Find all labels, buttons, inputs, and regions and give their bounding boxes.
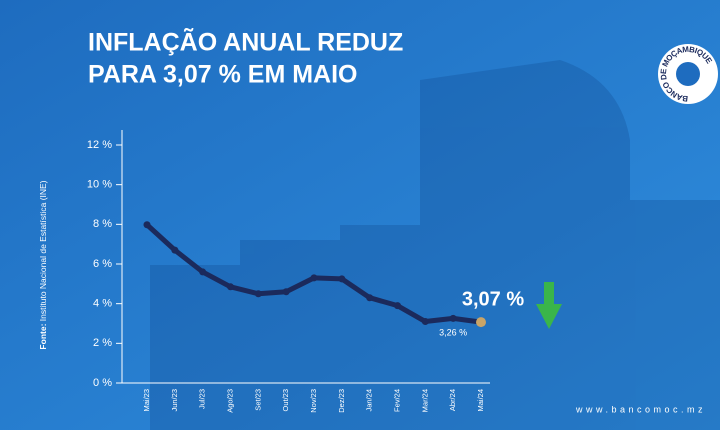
y-tick-label: 12 %: [87, 139, 112, 151]
source-text: Fonte: Instituto Nacional de Estatística…: [38, 180, 48, 349]
x-tick-label: Nov/23: [309, 389, 318, 413]
x-tick-label: Mar/24: [420, 389, 429, 412]
point: [227, 283, 234, 291]
x-tick-label: Set/23: [253, 389, 262, 411]
x-tick-label: Ago/23: [225, 389, 234, 413]
source-name: Instituto Nacional de Estatística (INE): [38, 180, 48, 321]
value-label: 3,26 %: [439, 328, 467, 338]
point: [476, 317, 486, 328]
y-tick-label: 6 %: [93, 258, 112, 270]
x-tick-label: Mai/23: [142, 389, 151, 412]
point: [449, 314, 457, 322]
y-tick-label: 4 %: [93, 298, 112, 310]
x-tick-label: Jun/23: [170, 389, 179, 412]
point: [171, 246, 179, 254]
x-tick-label: Jan/24: [365, 389, 374, 412]
x-tick-label: Out/23: [281, 389, 290, 412]
point: [143, 221, 151, 229]
title-line: PARA 3,07 % EM MAIO: [88, 61, 358, 89]
point: [394, 302, 401, 310]
logo-mark: [676, 62, 700, 86]
point: [282, 288, 290, 296]
value-label: 3,07 %: [462, 288, 524, 310]
x-tick-label: Mai/24: [476, 389, 485, 412]
down-arrow: [536, 282, 562, 329]
point: [421, 318, 429, 326]
source-label: Fonte:: [38, 323, 48, 349]
source: Fonte: Instituto Nacional de Estatística…: [38, 180, 48, 349]
point: [310, 274, 318, 282]
y-tick-label: 0 %: [93, 377, 112, 389]
y-tick-label: 8 %: [93, 218, 112, 230]
y-tick-label: 2 %: [93, 337, 112, 349]
point: [199, 268, 207, 276]
point: [338, 275, 346, 283]
website: www.bancomoc.mz: [575, 404, 706, 414]
title-line: INFLAÇÃO ANUAL REDUZ: [88, 27, 403, 57]
x-tick-label: Abr/24: [448, 389, 457, 411]
x-tick-label: Fev/24: [392, 389, 401, 412]
buildings: [150, 60, 720, 430]
x-tick-label: Jul/23: [198, 389, 207, 409]
point: [254, 290, 262, 298]
y-tick-label: 10 %: [87, 179, 112, 191]
point: [366, 294, 374, 302]
x-tick-label: Dez/23: [337, 389, 346, 413]
